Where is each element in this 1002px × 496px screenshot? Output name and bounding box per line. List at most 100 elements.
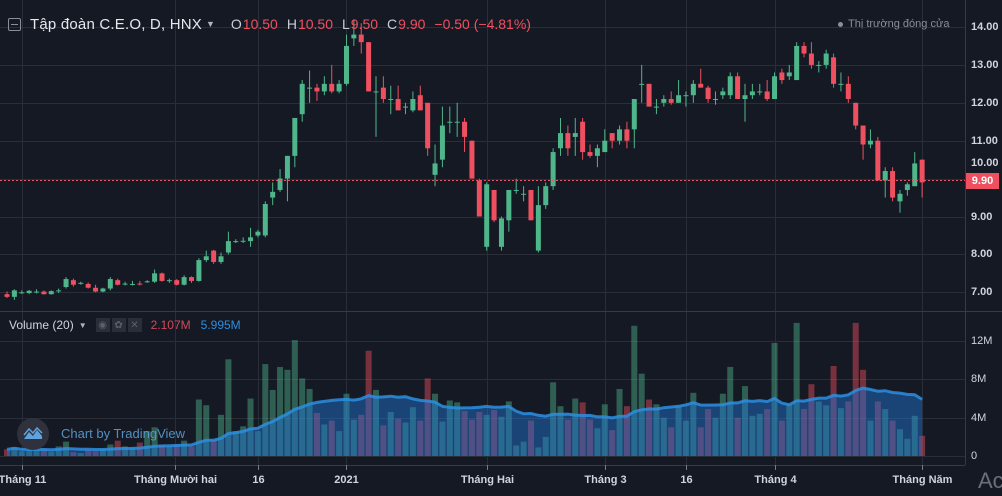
candle-up bbox=[63, 277, 69, 289]
time-tick-label: Tháng Mười hai bbox=[133, 474, 218, 486]
volume-bar bbox=[225, 359, 232, 456]
volume-bar bbox=[166, 446, 173, 456]
candle-body bbox=[388, 99, 394, 101]
candle-body bbox=[838, 83, 844, 85]
volume-indicator-title[interactable]: Volume (20) bbox=[9, 318, 74, 332]
candle-down bbox=[698, 68, 704, 88]
volume-bar bbox=[660, 417, 667, 456]
candle-up bbox=[823, 49, 829, 69]
volume-bar bbox=[550, 382, 557, 456]
candle-body bbox=[757, 91, 763, 93]
candle-down bbox=[646, 83, 652, 107]
volume-bar bbox=[520, 441, 527, 456]
volume-bar bbox=[505, 401, 512, 456]
candle-down bbox=[705, 85, 711, 103]
volume-bar bbox=[609, 430, 616, 456]
gear-icon[interactable]: ✿ bbox=[111, 318, 126, 332]
tradingview-logo-icon[interactable] bbox=[17, 418, 49, 450]
chevron-down-icon[interactable]: ▼ bbox=[205, 19, 215, 29]
candle-body bbox=[831, 57, 837, 84]
candle-down bbox=[668, 91, 674, 105]
candle-body bbox=[410, 99, 416, 111]
close-icon[interactable]: ✕ bbox=[127, 318, 142, 332]
eye-icon[interactable]: ◉ bbox=[95, 318, 110, 332]
volume-bar bbox=[904, 438, 911, 456]
candle-up bbox=[786, 64, 792, 81]
chart-legend: Tập đoàn C.E.O, D, HNX ▼ O 10.50 H 10.50… bbox=[0, 12, 540, 36]
volume-bar bbox=[395, 418, 402, 456]
candle-up bbox=[513, 178, 519, 194]
candle-up bbox=[225, 231, 231, 255]
candle-up bbox=[912, 152, 918, 187]
candle-body bbox=[521, 193, 527, 195]
candle-body bbox=[462, 121, 468, 137]
candle-down bbox=[808, 42, 814, 69]
volume-bar bbox=[77, 453, 84, 456]
volume-bar bbox=[764, 409, 771, 456]
candle-body bbox=[565, 133, 571, 149]
tradingview-watermark[interactable]: Chart by TradingView bbox=[61, 426, 186, 441]
candle-body bbox=[816, 64, 822, 66]
collapse-icon[interactable] bbox=[8, 17, 21, 31]
candle-up bbox=[203, 250, 209, 262]
volume-bar bbox=[682, 420, 689, 456]
candle-body bbox=[336, 83, 342, 92]
volume-bar bbox=[594, 428, 601, 456]
candle-down bbox=[380, 76, 386, 103]
time-axis-ticks bbox=[22, 465, 923, 470]
candle-body bbox=[56, 290, 62, 292]
candle-body bbox=[11, 290, 17, 297]
candle-up bbox=[292, 117, 298, 168]
candle-body bbox=[218, 256, 224, 262]
candle-body bbox=[329, 83, 335, 92]
price-tick-label: 9.00 bbox=[971, 210, 993, 223]
volume-bar bbox=[218, 414, 225, 456]
candle-body bbox=[270, 191, 276, 198]
candle-body bbox=[152, 273, 158, 282]
price-tick-label: 10.00 bbox=[971, 156, 999, 169]
candle-body bbox=[307, 87, 313, 89]
candle-up bbox=[343, 34, 349, 86]
price-tick-label: 8.00 bbox=[971, 247, 993, 260]
candle-up bbox=[572, 117, 578, 156]
symbol-title[interactable]: Tập đoàn C.E.O, D, HNX bbox=[30, 15, 202, 33]
candle-body bbox=[624, 129, 630, 141]
volume-bar bbox=[793, 322, 800, 456]
candle-body bbox=[535, 205, 541, 251]
volume-bar bbox=[4, 449, 10, 456]
volume-bar bbox=[122, 446, 129, 456]
candle-body bbox=[860, 125, 866, 145]
volume-bar bbox=[557, 406, 564, 456]
candle-down bbox=[580, 117, 586, 160]
volume-bar bbox=[668, 427, 675, 456]
candle-down bbox=[491, 189, 497, 223]
volume-bar bbox=[638, 373, 645, 456]
volume-bar bbox=[911, 415, 918, 456]
candle-up bbox=[661, 95, 667, 107]
candle-up bbox=[683, 91, 689, 107]
candle-body bbox=[366, 42, 372, 92]
candle-body bbox=[78, 282, 84, 284]
candle-body bbox=[875, 140, 881, 181]
candle-up bbox=[34, 289, 40, 294]
volume-bar bbox=[874, 401, 881, 456]
candle-down bbox=[845, 76, 851, 103]
candle-body bbox=[705, 87, 711, 100]
chevron-down-icon[interactable]: ▼ bbox=[78, 320, 87, 330]
volume-bar bbox=[210, 439, 217, 456]
volume-bar bbox=[262, 364, 269, 456]
candle-body bbox=[491, 189, 497, 221]
candle-up bbox=[904, 182, 910, 196]
volume-bar bbox=[778, 420, 785, 456]
candle-body bbox=[211, 250, 217, 262]
candle-up bbox=[48, 290, 54, 295]
candle-body bbox=[189, 277, 194, 281]
candle-body bbox=[735, 76, 741, 100]
candle-up bbox=[321, 76, 327, 96]
volume-bar bbox=[247, 398, 254, 456]
volume-bar bbox=[358, 414, 365, 456]
volume-bar bbox=[99, 449, 106, 456]
candle-body bbox=[203, 256, 209, 261]
candle-down bbox=[469, 140, 475, 179]
